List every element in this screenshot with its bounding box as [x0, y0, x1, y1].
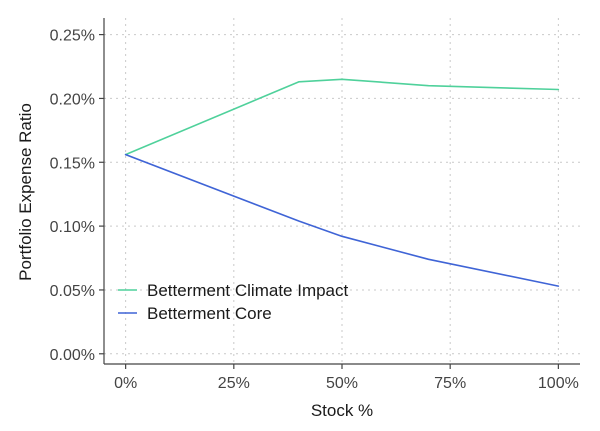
- series-line-betterment-climate-impact: [124, 78, 560, 156]
- y-tick-label: 0.15%: [50, 155, 95, 172]
- grid-layer: [104, 18, 580, 364]
- legend-label-betterment-climate-impact: Betterment Climate Impact: [147, 281, 349, 300]
- x-tick-label: 50%: [326, 375, 358, 392]
- y-tick-label: 0.05%: [50, 283, 95, 300]
- y-tick-label: 0.10%: [50, 219, 95, 236]
- y-tick-label: 0.25%: [50, 28, 95, 45]
- x-tick-label: 75%: [434, 375, 466, 392]
- x-axis-title: Stock %: [311, 401, 373, 420]
- legend-label-betterment-core: Betterment Core: [147, 304, 272, 323]
- y-axis-title: Portfolio Expense Ratio: [16, 103, 35, 281]
- x-tick-label: 25%: [218, 375, 250, 392]
- legend: Betterment Climate Impact Betterment Core: [118, 281, 349, 323]
- series-layer: [124, 78, 560, 287]
- series-line-betterment-core: [124, 153, 560, 287]
- x-tick-label: 100%: [538, 375, 579, 392]
- axis-layer: 0.00% 0.05% 0.10% 0.15% 0.20% 0.25% 0% 25% 50% 75…: [50, 18, 580, 392]
- y-tick-label: 0.20%: [50, 91, 95, 108]
- y-tick-label: 0.00%: [50, 347, 95, 364]
- x-tick-label: 0%: [114, 375, 137, 392]
